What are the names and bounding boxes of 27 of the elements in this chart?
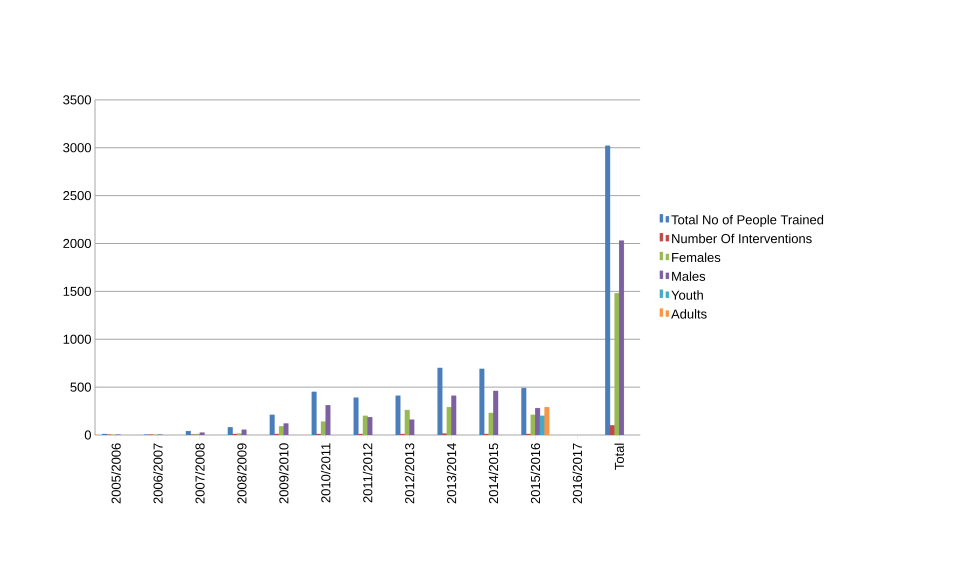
- y-tick-label: 3500: [63, 95, 91, 104]
- x-tick-label: 2005/2006: [111, 443, 121, 504]
- x-tick-label: 2008/2009: [237, 443, 247, 504]
- x-tick-label: 2009/2010: [278, 443, 288, 504]
- y-tick-label: 2000: [63, 238, 91, 248]
- y-tick-label: 1000: [64, 334, 91, 344]
- y-tick-label: 500: [70, 382, 91, 392]
- legend-label: Total No of People Trained: [671, 214, 824, 227]
- x-tick-label: 2015/2016: [530, 443, 540, 504]
- x-tick-label: 2014/2015: [488, 443, 498, 504]
- x-tick-label: 2010/2011: [320, 443, 330, 502]
- y-tick-label: 3000: [63, 143, 91, 152]
- x-tick-label: 2011/2012: [362, 443, 372, 502]
- x-tick-label: 2016/2017: [572, 443, 582, 504]
- x-tick-label: 2006/2007: [153, 443, 163, 504]
- x-tick-label: 2013/2014: [446, 443, 456, 504]
- y-tick-label: 1500: [64, 286, 91, 296]
- y-tick-label: 0: [84, 430, 91, 440]
- legend-label: Females: [672, 252, 720, 262]
- x-tick-label: Total: [614, 444, 624, 470]
- y-tick-label: 2500: [63, 191, 91, 200]
- legend-label: Males: [672, 271, 706, 281]
- x-tick-label: 2007/2008: [195, 443, 205, 504]
- x-tick-label: 2012/2013: [404, 443, 414, 504]
- legend-label: Youth: [671, 290, 703, 300]
- legend-label: Number Of Interventions: [672, 234, 812, 244]
- legend-label: Adults: [671, 309, 707, 319]
